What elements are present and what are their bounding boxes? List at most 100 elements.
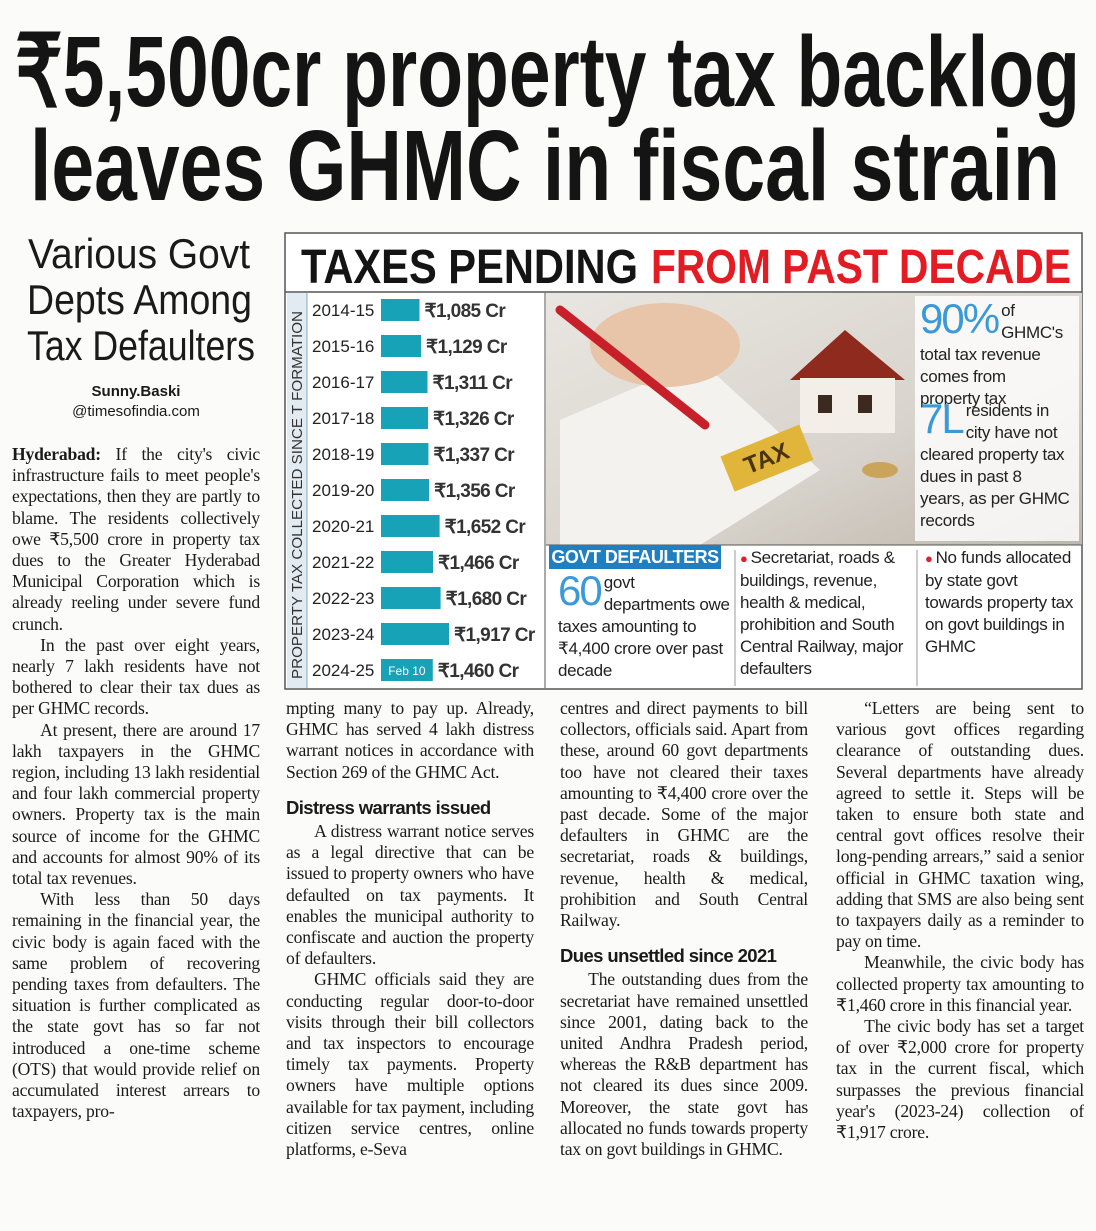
photo-tag-card	[720, 424, 814, 492]
fact-text: of GHMC's total tax revenue comes from p…	[920, 301, 1063, 408]
bar	[381, 515, 440, 537]
fact-figure: 90%	[920, 295, 1000, 342]
paragraph-text: centres and direct payments to bill coll…	[560, 698, 808, 931]
bar	[381, 479, 430, 501]
photo-roof	[790, 330, 905, 380]
category-label: 2022-23	[312, 589, 374, 608]
graphic-title: TAXES PENDING	[301, 241, 638, 294]
category-label: 2023-24	[312, 625, 374, 644]
bar	[381, 299, 420, 321]
byline-name: Sunny.Baski	[91, 383, 181, 400]
byline-handle: @timesofindia.com	[72, 403, 200, 420]
value-label: ₹1,680 Cr	[446, 589, 528, 610]
photo-coin	[862, 462, 898, 478]
paragraph: mpting many to pay up. Already, GHMC has…	[286, 698, 534, 783]
value-label: ₹1,652 Cr	[445, 517, 527, 538]
fact: 7L residents in city have not cleared pr…	[920, 395, 1070, 532]
subheadline-line: Depts Among	[27, 276, 252, 323]
paragraph: In the past over eight years, nearly 7 l…	[12, 635, 260, 720]
value-label: ₹1,356 Cr	[434, 481, 516, 502]
bar	[381, 659, 433, 681]
fact-figure: 7L	[920, 395, 965, 442]
defaulter-figure: 60	[558, 567, 603, 614]
paragraph-text: Meanwhile, the civic body has collected …	[836, 952, 1084, 1015]
value-label: ₹1,085 Cr	[424, 301, 506, 322]
bullet: ●	[740, 551, 748, 566]
paragraph-text: If the city's civic infrastructure fails…	[12, 444, 260, 634]
paragraph-text: A distress warrant notice serves as a le…	[286, 821, 534, 969]
subheading: Dues unsettled since 2021	[560, 945, 777, 967]
value-label: ₹1,460 Cr	[438, 661, 520, 682]
bar	[381, 551, 434, 573]
paragraph: The civic body has set a target of over …	[836, 1016, 1084, 1143]
value-label: ₹1,129 Cr	[426, 337, 508, 358]
headline-line: ₹5,500cr property tax backlog	[15, 16, 1080, 128]
byline: Sunny.Baski @timesofindia.com	[20, 382, 252, 422]
paragraph-text: The civic body has set a target of over …	[836, 1016, 1084, 1143]
paragraph-text: “Letters are being sent to various govt …	[836, 698, 1084, 952]
category-label: 2017-18	[312, 409, 374, 428]
paragraph-text: In the past over eight years, nearly 7 l…	[12, 634, 260, 719]
paragraph: At present, there are around 17 lakh tax…	[12, 720, 260, 890]
body-column: Hyderabad: If the city's civic infrastru…	[12, 444, 260, 1231]
body-column: mpting many to pay up. Already, GHMC has…	[286, 698, 534, 1231]
value-label: ₹1,917 Cr	[454, 625, 536, 646]
category-label: 2019-20	[312, 481, 374, 500]
paragraph-text: The outstanding dues from the secretaria…	[560, 969, 808, 1160]
paragraph-text: With less than 50 days remaining in the …	[12, 889, 260, 1122]
headline-line: leaves GHMC in fiscal strain	[30, 110, 1060, 222]
paragraph: Meanwhile, the civic body has collected …	[836, 952, 1084, 1016]
bar	[381, 623, 449, 645]
category-label: 2020-21	[312, 517, 374, 536]
photo-house	[800, 378, 895, 433]
value-label: ₹1,466 Cr	[438, 553, 520, 574]
paragraph: A distress warrant notice serves as a le…	[286, 821, 534, 969]
photo-hand	[590, 303, 740, 387]
bar	[381, 587, 441, 609]
fact: 90% of GHMC's total tax revenue comes fr…	[920, 295, 1070, 410]
subheadline-line: Various Govt	[28, 230, 250, 277]
value-label: ₹1,326 Cr	[433, 409, 515, 430]
defaulter-item: 60 govt departments owe taxes amounting …	[558, 567, 730, 682]
category-label: 2018-19	[312, 445, 374, 464]
category-label: 2024-25	[312, 661, 374, 680]
defaulter-text: Secretariat, roads & buildings, revenue,…	[740, 548, 904, 678]
bar	[381, 443, 429, 465]
paragraph-text: At present, there are around 17 lakh tax…	[12, 719, 260, 889]
category-label: 2015-16	[312, 337, 374, 356]
bar	[381, 407, 429, 429]
body-column: “Letters are being sent to various govt …	[836, 698, 1084, 1231]
graphic-title: FROM PAST DECADE	[651, 241, 1071, 294]
photo-window	[858, 395, 872, 413]
bar	[381, 335, 422, 357]
category-label: 2016-17	[312, 373, 374, 392]
y-axis-label: PROPERTY TAX COLLECTED SINCE T FORMATION	[289, 311, 306, 679]
facts-panel	[915, 296, 1079, 541]
annotation: Feb 10	[388, 664, 426, 678]
paragraph-text: mpting many to pay up. Already, GHMC has…	[286, 698, 534, 782]
photo-paper	[560, 360, 820, 545]
value-label: ₹1,311 Cr	[433, 373, 514, 394]
defaulter-text: No funds allocated by state govt towards…	[925, 548, 1074, 656]
subheadline-line: Tax Defaulters	[27, 322, 255, 369]
bar	[381, 371, 428, 393]
defaulters-heading: GOVT DEFAULTERS	[549, 545, 721, 569]
paragraph: centres and direct payments to bill coll…	[560, 698, 808, 931]
paragraph: GHMC officials said they are conducting …	[286, 969, 534, 1160]
defaulter-item: ● No funds allocated by state govt toward…	[925, 547, 1077, 658]
paragraph: With less than 50 days remaining in the …	[12, 889, 260, 1122]
defaulter-text: govt departments owe taxes amounting to …	[558, 573, 730, 680]
photo-pen	[555, 305, 710, 430]
category-label: 2014-15	[312, 301, 374, 320]
paragraph: Hyderabad: If the city's civic infrastru…	[12, 444, 260, 635]
axis-strip	[287, 293, 307, 688]
subheading: Distress warrants issued	[286, 796, 491, 818]
fact-text: residents in city have not cleared prope…	[920, 401, 1070, 530]
dateline: Hyderabad:	[12, 444, 101, 464]
category-label: 2021-22	[312, 553, 374, 572]
defaulter-item: ● Secretariat, roads & buildings, revenue…	[740, 547, 910, 680]
bullet: ●	[925, 551, 933, 566]
value-label: ₹1,337 Cr	[433, 445, 515, 466]
